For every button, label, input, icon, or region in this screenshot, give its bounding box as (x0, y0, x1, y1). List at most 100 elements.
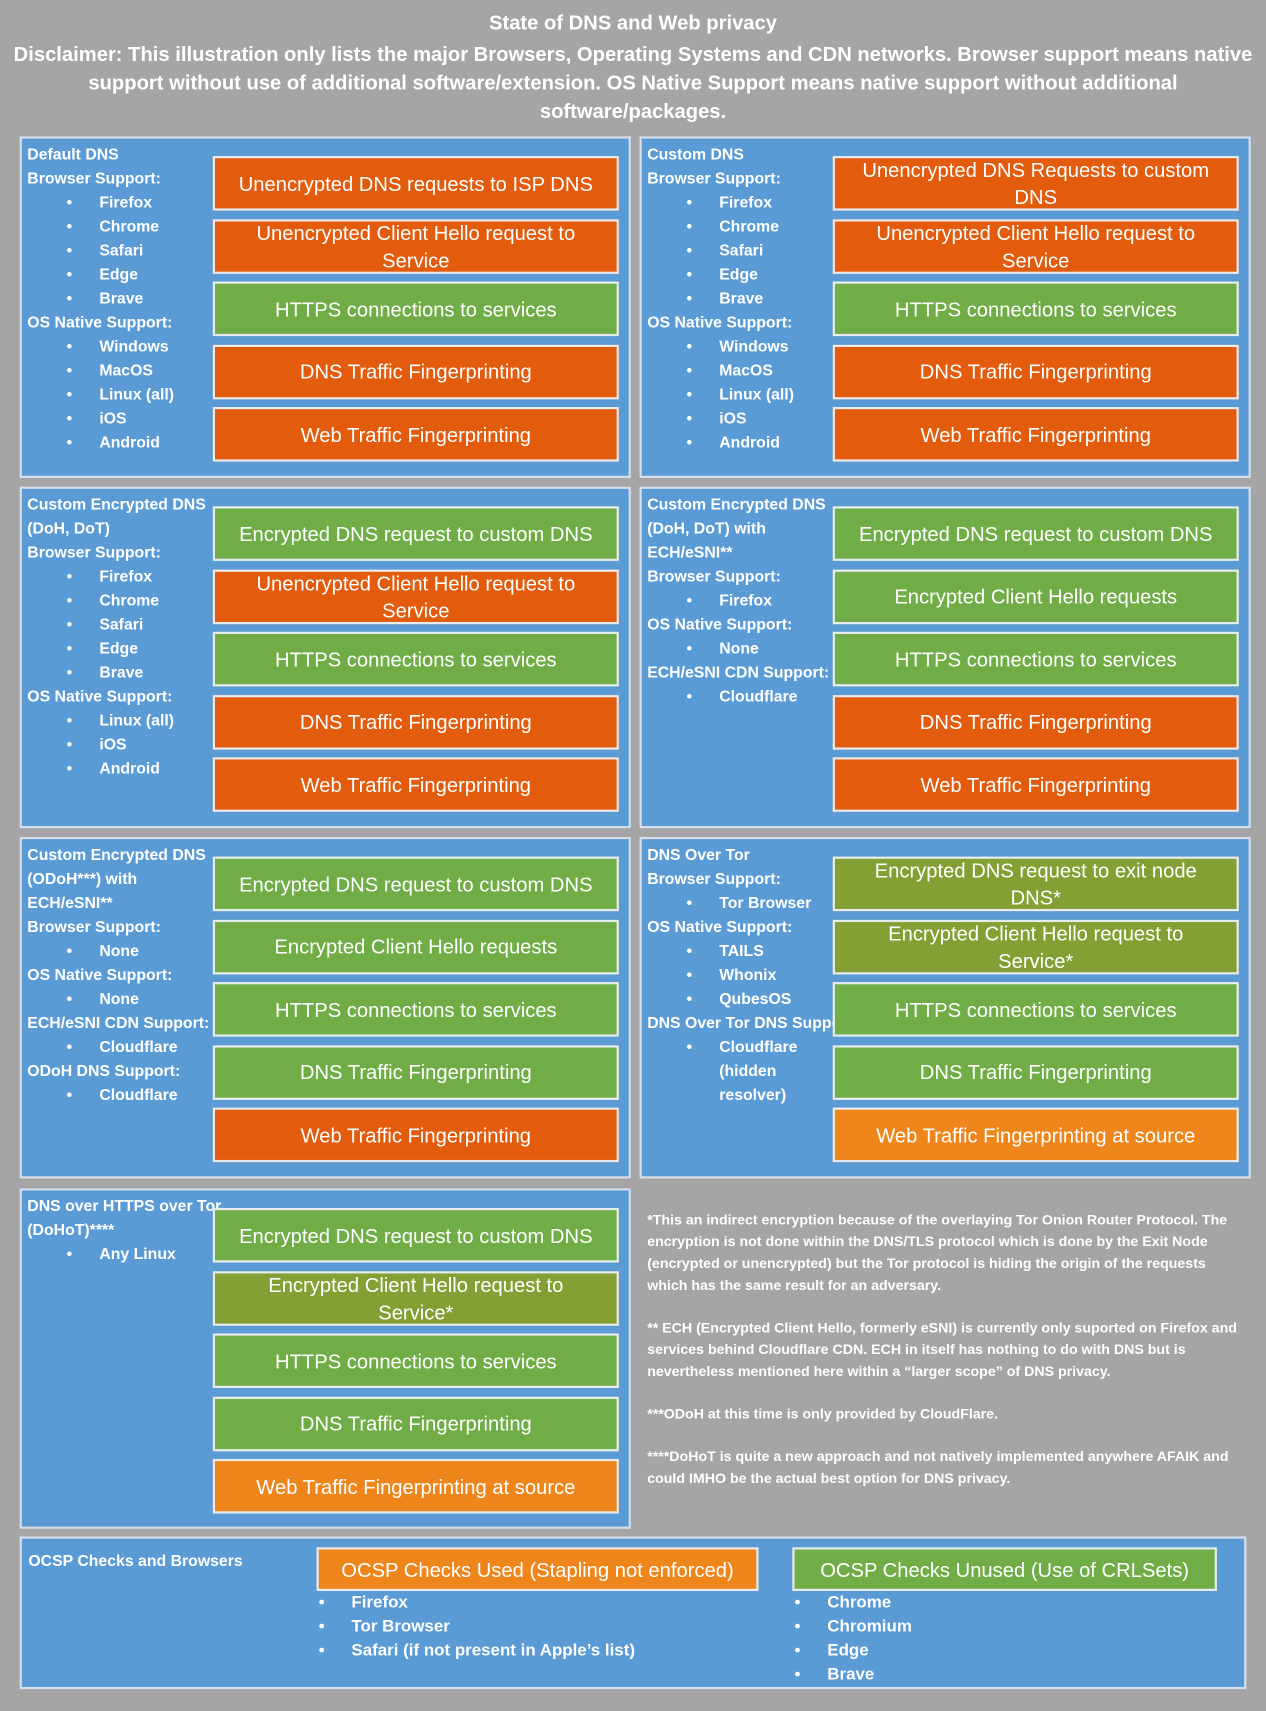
panel: DNS over HTTPS over Tor (DoHoT)**** Any L… (19, 1188, 631, 1529)
section-label: OS Native Support: (27, 688, 173, 707)
list-item: Cloudflare (hidden resolver) (647, 1036, 843, 1108)
list-item: Android (27, 431, 223, 455)
status-box: DNS Traffic Fingerprinting (832, 694, 1239, 750)
list-item: Edge (647, 263, 843, 287)
panel: DNS Over Tor Browser Support: Tor Browser O… (639, 836, 1251, 1179)
status-box: Encrypted DNS request to custom DNS (212, 1207, 619, 1263)
section-label: Browser Support: (647, 568, 781, 586)
status-box: Web Traffic Fingerprinting (832, 757, 1239, 812)
section-label: DNS Over Tor DNS Support: (647, 1014, 858, 1033)
list-item: Linux (all) (27, 383, 223, 407)
list-item: Cloudflare (27, 1084, 223, 1108)
panel-title: DNS over HTTPS over Tor (DoHoT)**** (27, 1198, 222, 1240)
panel-title: Custom Encrypted DNS (DoH, DoT) (27, 496, 206, 538)
list-item: Linux (all) (647, 383, 843, 407)
footnote: ***ODoH at this time is only provided by… (647, 1405, 999, 1422)
list-item: Brave (647, 287, 843, 311)
panel: Custom Encrypted DNS (DoH, DoT) with ECH… (639, 486, 1251, 829)
list-item: Firefox (647, 589, 843, 613)
status-box: Encrypted DNS request to exit node DNS* (832, 856, 1239, 912)
panel-text: Custom Encrypted DNS (DoH, DoT) with ECH… (647, 493, 843, 709)
list-item: Chrome (27, 589, 223, 613)
ocsp-list: ChromeChromiumEdgeBrave (755, 1591, 1192, 1687)
list-item: QubesOS (647, 988, 843, 1012)
list-item: Cloudflare (27, 1036, 223, 1060)
ocsp-box: OCSP Checks Used (Stapling not enforced) (316, 1547, 759, 1591)
list-item: Cloudflare (647, 685, 843, 709)
panel-title: Custom Encrypted DNS (DoH, DoT) with ECH… (647, 496, 826, 562)
status-box: DNS Traffic Fingerprinting (212, 1396, 619, 1451)
ocsp-box: OCSP Checks Unused (Use of CRLSets) (792, 1547, 1217, 1591)
panel-title: Default DNS (27, 146, 119, 164)
ocsp-panel: OCSP Checks and Browsers OCSP Checks Used… (19, 1536, 1247, 1690)
list-item: Brave (755, 1663, 1192, 1687)
list-item: Chrome (755, 1591, 1192, 1615)
list-item: iOS (27, 733, 223, 757)
status-box: DNS Traffic Fingerprinting (212, 344, 619, 399)
list-item: Whonix (647, 964, 843, 988)
status-box: Unencrypted Client Hello request to Serv… (212, 218, 619, 274)
status-box: Encrypted Client Hello requests (212, 919, 619, 974)
list-item: Safari (if not present in Apple’s list) (279, 1639, 716, 1663)
panel: Default DNS Browser Support: FirefoxChrome… (19, 136, 631, 478)
ocsp-list: FirefoxTor BrowserSafari (if not present… (279, 1591, 716, 1663)
list-item: Windows (27, 335, 223, 359)
status-box: Web Traffic Fingerprinting at source (832, 1107, 1239, 1163)
status-box: DNS Traffic Fingerprinting (832, 344, 1239, 399)
status-box: DNS Traffic Fingerprinting (212, 1044, 619, 1100)
status-box: Encrypted Client Hello request to Servic… (832, 919, 1239, 974)
section-label: OS Native Support: (647, 314, 793, 332)
section-label: Browser Support: (27, 918, 161, 937)
status-box: HTTPS connections to services (832, 281, 1239, 337)
status-box: Web Traffic Fingerprinting (212, 407, 619, 462)
list-item: Chromium (755, 1615, 1192, 1639)
panel-title: Custom DNS (647, 146, 744, 164)
panel-text: Custom Encrypted DNS (DoH, DoT) Browser S… (27, 493, 223, 781)
list-item: Safari (27, 239, 223, 263)
panel-text: DNS over HTTPS over Tor (DoHoT)**** Any L… (27, 1195, 223, 1267)
status-box: Web Traffic Fingerprinting at source (212, 1458, 619, 1514)
status-box: HTTPS connections to services (832, 631, 1239, 687)
section-label: OS Native Support: (647, 616, 793, 634)
list-item: None (27, 988, 223, 1012)
list-item: MacOS (27, 359, 223, 383)
section-label: OS Native Support: (647, 918, 793, 937)
list-item: MacOS (647, 359, 843, 383)
footnote: *This an indirect encryption because of … (647, 1211, 1228, 1294)
panel-text: DNS Over Tor Browser Support: Tor Browser O… (647, 843, 858, 1108)
status-box: Encrypted Client Hello requests (832, 569, 1239, 624)
status-box: DNS Traffic Fingerprinting (832, 1044, 1239, 1100)
panel: Custom Encrypted DNS (DoH, DoT) Browser S… (19, 486, 631, 829)
status-box: HTTPS connections to services (212, 982, 619, 1037)
section-label: OS Native Support: (27, 966, 173, 985)
panel: Custom DNS Browser Support: FirefoxChromeS… (639, 136, 1251, 478)
section-label: ODoH DNS Support: (27, 1062, 181, 1081)
list-item: Any Linux (27, 1243, 223, 1267)
disclaimer: Disclaimer: This illustration only lists… (13, 42, 1253, 123)
list-item: Edge (27, 637, 223, 661)
list-item: Firefox (279, 1591, 716, 1615)
list-item: Tor Browser (279, 1615, 716, 1639)
panel-text: Custom Encrypted DNS (ODoH***) with ECH/… (27, 843, 223, 1108)
status-box: Web Traffic Fingerprinting (832, 407, 1239, 462)
list-item: Linux (all) (27, 709, 223, 733)
list-item: Firefox (27, 565, 223, 589)
list-item: None (647, 637, 843, 661)
status-box: DNS Traffic Fingerprinting (212, 694, 619, 750)
status-box: HTTPS connections to services (212, 631, 619, 687)
panel: Custom Encrypted DNS (ODoH***) with ECH/… (19, 836, 631, 1179)
list-item: iOS (647, 407, 843, 431)
list-item: Chrome (27, 215, 223, 239)
section-label: Browser Support: (647, 170, 781, 188)
section-label: ECH/eSNI CDN Support: (647, 664, 830, 682)
status-box: Unencrypted DNS requests to ISP DNS (212, 156, 619, 211)
list-item: Brave (27, 661, 223, 685)
title: State of DNS and Web privacy (489, 10, 778, 34)
list-item: Android (27, 757, 223, 781)
list-item: Chrome (647, 215, 843, 239)
section-label: Browser Support: (647, 870, 781, 889)
panel-text: Default DNS Browser Support: FirefoxChrome… (27, 143, 223, 455)
status-box: Unencrypted Client Hello request to Serv… (832, 218, 1239, 274)
